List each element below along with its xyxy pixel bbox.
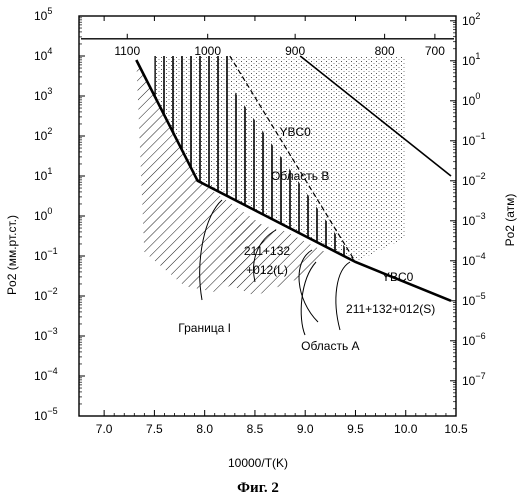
top-temperature-tick-labels: 1100 1000 900 800 700 (114, 44, 445, 58)
y-left-tick-label: 10−1 (34, 246, 58, 263)
x-tick-labels: 7.0 7.5 8.0 8.5 9.0 9.5 10.0 10.5 (96, 422, 468, 436)
annotation-label: YBC0 (279, 125, 311, 139)
top-temperature-tick-label: 900 (285, 44, 305, 58)
x-tick-label: 8.5 (247, 422, 264, 436)
y-left-tick-label: 104 (34, 46, 52, 63)
y-right-tick-label: 10−5 (462, 291, 486, 308)
y-right-tick-label: 101 (462, 51, 480, 68)
annotation-label: YBC0 (382, 270, 414, 284)
left-y-axis-label: Po2 (мм.рт.ст.) (5, 215, 19, 295)
top-temperature-tick-label: 700 (425, 44, 445, 58)
y-right-tick-label: 10−1 (462, 131, 486, 148)
y-right-tick-label: 10−6 (462, 331, 486, 348)
annotation-label: 211+132 (244, 244, 290, 258)
y-left-tick-label: 10−2 (34, 286, 58, 303)
y-left-tick-label: 101 (34, 166, 52, 183)
figure-caption: Фиг. 2 (237, 480, 279, 496)
oblast-a-inner-curve (301, 262, 316, 335)
x-tick-label: 7.5 (146, 422, 163, 436)
y-right-tick-label: 100 (462, 91, 480, 108)
annotation-label: Область В (271, 169, 329, 183)
y-right-tick-label: 10−4 (462, 251, 486, 268)
y-right-tick-label: 102 (462, 11, 480, 28)
annotation-label: 211+132+012(S) (346, 302, 435, 316)
x-axis-label: 10000/T(K) (228, 456, 288, 470)
y-right-tick-label: 10−2 (462, 171, 486, 188)
y-left-tick-label: 10−3 (34, 326, 58, 343)
right-y-axis-label: Po2 (атм) (503, 194, 517, 247)
y-right-tick-label: 10−7 (462, 371, 486, 388)
top-temperature-tick-label: 800 (375, 44, 395, 58)
annotation-label: Область А (301, 339, 359, 353)
left-y-tick-labels: 105 104 103 102 101 100 10−1 10−2 10−3 10−4 10−5 (34, 6, 58, 423)
annotation-label: Граница I (178, 321, 231, 335)
x-tick-label: 9.5 (347, 422, 364, 436)
y-right-tick-label: 10−3 (462, 211, 486, 228)
x-tick-label: 8.0 (196, 422, 213, 436)
x-tick-label: 10.5 (444, 422, 468, 436)
right-y-tick-labels: 102 101 100 10−1 10−2 10−3 10−4 10−5 10−6 10−7 (462, 11, 486, 388)
y-left-tick-label: 102 (34, 126, 52, 143)
y-left-tick-label: 105 (34, 6, 52, 23)
top-temperature-tick-label: 1000 (194, 44, 221, 58)
x-tick-label: 7.0 (96, 422, 113, 436)
y-left-tick-label: 103 (34, 86, 52, 103)
y-left-tick-label: 10−4 (34, 366, 58, 383)
x-tick-label: 9.0 (297, 422, 314, 436)
annotation-label: +012(L) (246, 263, 288, 277)
x-tick-label: 10.0 (394, 422, 418, 436)
y-left-tick-label: 100 (34, 206, 52, 223)
y-left-tick-label: 10−5 (34, 406, 58, 423)
region-s-leader-curve (336, 262, 350, 330)
top-temperature-tick-label: 1100 (114, 44, 140, 58)
